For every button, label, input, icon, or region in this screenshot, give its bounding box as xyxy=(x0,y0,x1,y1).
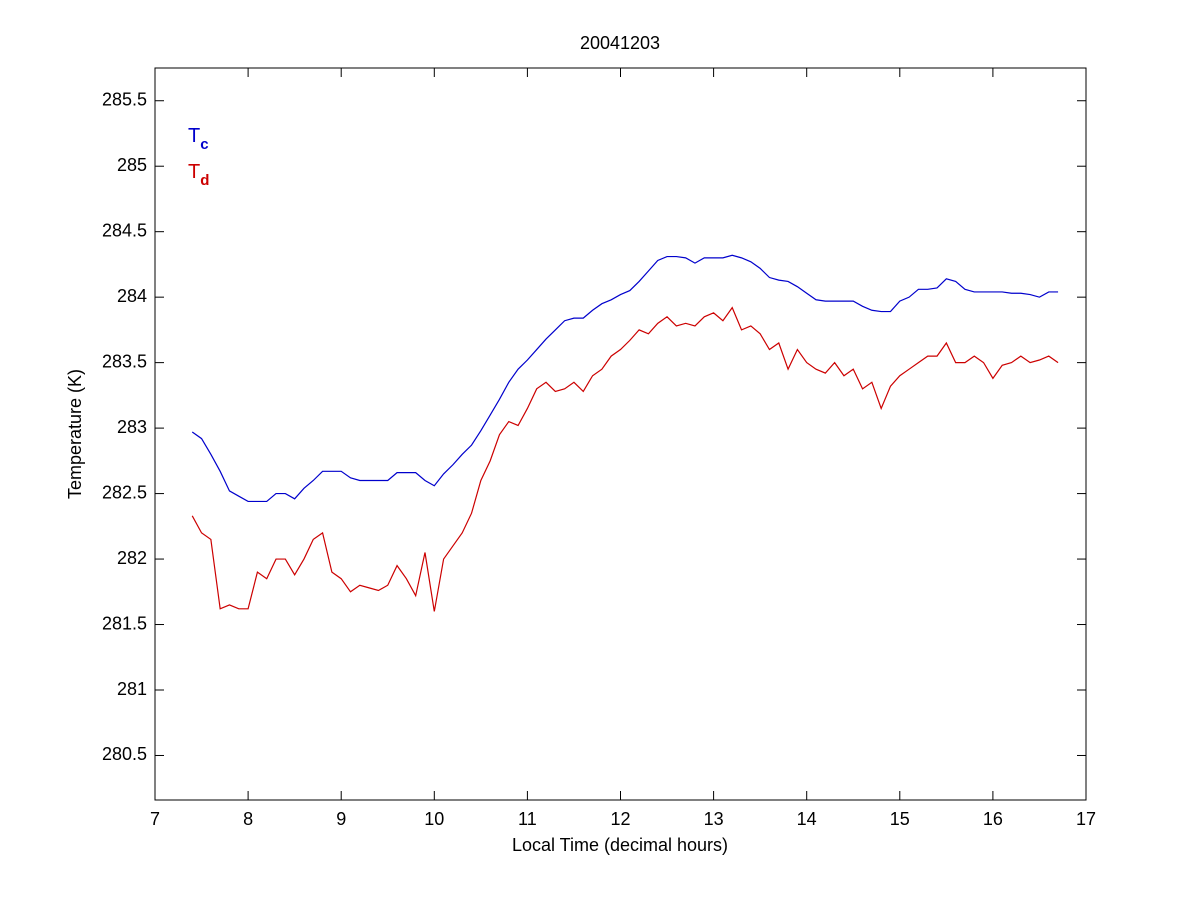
x-tick-label: 17 xyxy=(1076,809,1096,829)
y-tick-label: 283 xyxy=(117,417,147,437)
x-tick-label: 8 xyxy=(243,809,253,829)
x-tick-label: 9 xyxy=(336,809,346,829)
y-tick-label: 285.5 xyxy=(102,89,147,109)
x-tick-label: 13 xyxy=(704,809,724,829)
chart-title: 20041203 xyxy=(580,33,660,53)
y-axis-label: Temperature (K) xyxy=(65,369,85,499)
x-tick-label: 12 xyxy=(610,809,630,829)
y-tick-label: 284.5 xyxy=(102,220,147,240)
y-tick-label: 281 xyxy=(117,679,147,699)
y-tick-label: 285 xyxy=(117,155,147,175)
y-tick-label: 283.5 xyxy=(102,351,147,371)
y-tick-label: 281.5 xyxy=(102,613,147,633)
x-tick-label: 14 xyxy=(797,809,817,829)
y-tick-label: 284 xyxy=(117,286,147,306)
data-line xyxy=(191,306,1059,612)
y-tick-label: 280.5 xyxy=(102,744,147,764)
x-tick-label: 16 xyxy=(983,809,1003,829)
x-tick-label: 10 xyxy=(424,809,444,829)
legend-entry: Td xyxy=(188,161,209,189)
data-line xyxy=(191,254,1059,503)
x-tick-label: 15 xyxy=(890,809,910,829)
x-tick-label: 11 xyxy=(518,809,537,829)
y-tick-label: 282 xyxy=(117,548,147,568)
legend-entry: Tc xyxy=(188,125,209,153)
y-tick-label: 282.5 xyxy=(102,482,147,502)
x-axis-label: Local Time (decimal hours) xyxy=(512,835,728,855)
plot-area xyxy=(154,67,1087,801)
x-tick-label: 7 xyxy=(150,809,160,829)
